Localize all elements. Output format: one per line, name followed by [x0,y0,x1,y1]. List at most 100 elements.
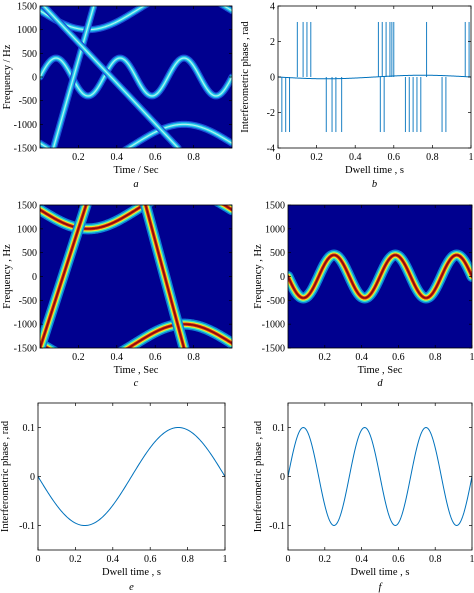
panel-d: 0.2 0.4 0.6 0.8 1 1500 1000 500 0 -500 -1000 -1500 T… [253,201,474,390]
plot-body [38,426,225,527]
y-tick-label: 1000 [17,25,37,36]
x-tick-label: 0 [36,554,41,565]
x-axis-label: Time , Sec [114,365,159,376]
phase-baseline [278,74,471,80]
x-tick-label: 0.4 [349,152,362,163]
y-tick-label: 1000 [17,224,37,235]
x-axis-label: Time / Sec [113,165,158,176]
x-tick-label: 0.8 [429,352,442,363]
y-tick-label: 0.1 [273,423,286,434]
panel-letter: e [129,582,134,593]
y-axis-label: Frequency , Hz [2,244,13,309]
y-tick-label: 0 [30,472,35,483]
y-tick-label: -1000 [14,320,37,331]
x-tick-label: 0.4 [111,152,124,163]
y-tick-label: 0 [280,472,285,483]
y-tick-label: -0.1 [269,521,285,532]
x-tick-label: 0.6 [392,554,405,565]
x-axis-label: Time , Sec [358,365,403,376]
panel-letter: b [372,179,377,190]
y-tick-label: 500 [22,248,37,259]
y-axis-label: Interferometric phase , rad [253,420,264,532]
spectrogram-body [40,6,232,148]
ridge-2-layer-4 [40,205,87,348]
y-axis-label: Interferometric phase , rad [240,21,251,133]
y-tick-label: 1000 [265,224,285,235]
y-tick-label: -4 [267,144,275,155]
x-axis-label: Dwell time , s [345,165,404,176]
ridge-3-layer-3 [52,6,95,148]
y-tick-label: 4 [270,2,275,13]
panel-b: 0 0.2 0.4 0.6 0.8 1 4 2 0 -2 -4 Dwell time , s Inter… [240,2,474,191]
x-tick-label: 0.2 [72,152,85,163]
x-tick-label: 0.6 [144,554,157,565]
ridge-1-layer-3 [40,123,232,148]
x-tick-label: 0.6 [149,152,162,163]
panel-letter: f [379,582,384,593]
x-axis-label: Dwell time , s [102,567,161,578]
y-tick-label: -1000 [14,120,37,131]
x-tick-label: 1 [469,152,474,163]
x-tick-label: 0.2 [69,554,82,565]
x-tick-label: 0.6 [388,152,401,163]
ridge-3-layer-4 [144,205,185,348]
y-tick-label: 1500 [17,201,37,212]
y-tick-label: 2 [270,37,275,48]
y-axis-label: Frequency / Hz [2,44,13,109]
y-tick-label: 500 [22,49,37,60]
x-tick-label: 0.4 [355,352,368,363]
ridge-4-layer-3 [43,6,179,148]
ridge-2-layer-3 [40,6,232,31]
panel-f: 0 0.2 0.4 0.6 0.8 1 0.1 0 -0.1 Dwell time , s Inte… [253,402,474,593]
x-tick-label: 0.8 [181,554,194,565]
ridge-0-layer-4 [40,323,232,348]
plot-body [278,21,471,133]
x-tick-label: 0.2 [72,352,85,363]
y-tick-label: -1000 [262,320,285,331]
x-tick-label: 0.2 [310,152,323,163]
x-tick-label: 0.8 [429,554,442,565]
x-tick-label: 0.8 [187,152,200,163]
x-tick-label: 0.6 [392,352,405,363]
panel-a: 0.2 0.4 0.6 0.8 1500 1000 500 0 -500 -1000 -1500 Ti… [2,2,233,190]
panel-letter: d [377,378,383,389]
y-axis-label: Frequency , Hz [253,244,264,309]
x-tick-label: 0 [286,554,291,565]
spectrogram-body [288,249,472,304]
y-tick-label: -1500 [262,344,285,355]
y-tick-label: 0.1 [23,423,36,434]
x-tick-label: 0.8 [426,152,439,163]
ridge-1-layer-4 [40,205,232,230]
y-tick-label: -1500 [14,344,37,355]
phase-series-line-0 [38,426,225,527]
x-tick-label: 0.2 [319,554,332,565]
y-tick-label: -500 [267,296,285,307]
y-tick-label: -1500 [14,144,37,155]
x-tick-label: 1 [223,554,228,565]
x-axis-label: Dwell time , s [351,567,410,578]
x-tick-label: 0.4 [107,554,120,565]
y-tick-label: -500 [19,296,37,307]
panel-e: 0 0.2 0.4 0.6 0.8 1 0.1 0 -0.1 Dwell time , s Inte… [0,402,228,593]
y-tick-label: -0.1 [19,521,35,532]
spectrogram-body [40,205,232,348]
x-tick-label: 0.2 [319,352,332,363]
x-tick-label: 0.4 [111,352,124,363]
y-axis-label: Interferometric phase , rad [0,420,11,532]
x-tick-label: 1 [470,352,474,363]
panel-letter: c [134,378,139,389]
y-tick-label: 0 [32,73,37,84]
y-tick-label: -2 [267,108,275,119]
y-tick-label: 0 [270,73,275,84]
x-tick-label: 0.8 [187,352,200,363]
y-tick-label: 0 [280,272,285,283]
y-tick-label: 0 [32,272,37,283]
y-tick-label: 500 [270,248,285,259]
x-tick-label: 1 [470,554,474,565]
x-tick-label: 0.6 [149,352,162,363]
y-tick-label: -500 [19,96,37,107]
x-tick-label: 0.4 [355,554,368,565]
y-tick-label: 1500 [265,201,285,212]
y-tick-label: 1500 [17,2,37,13]
ridge-0-layer-4 [288,254,472,299]
